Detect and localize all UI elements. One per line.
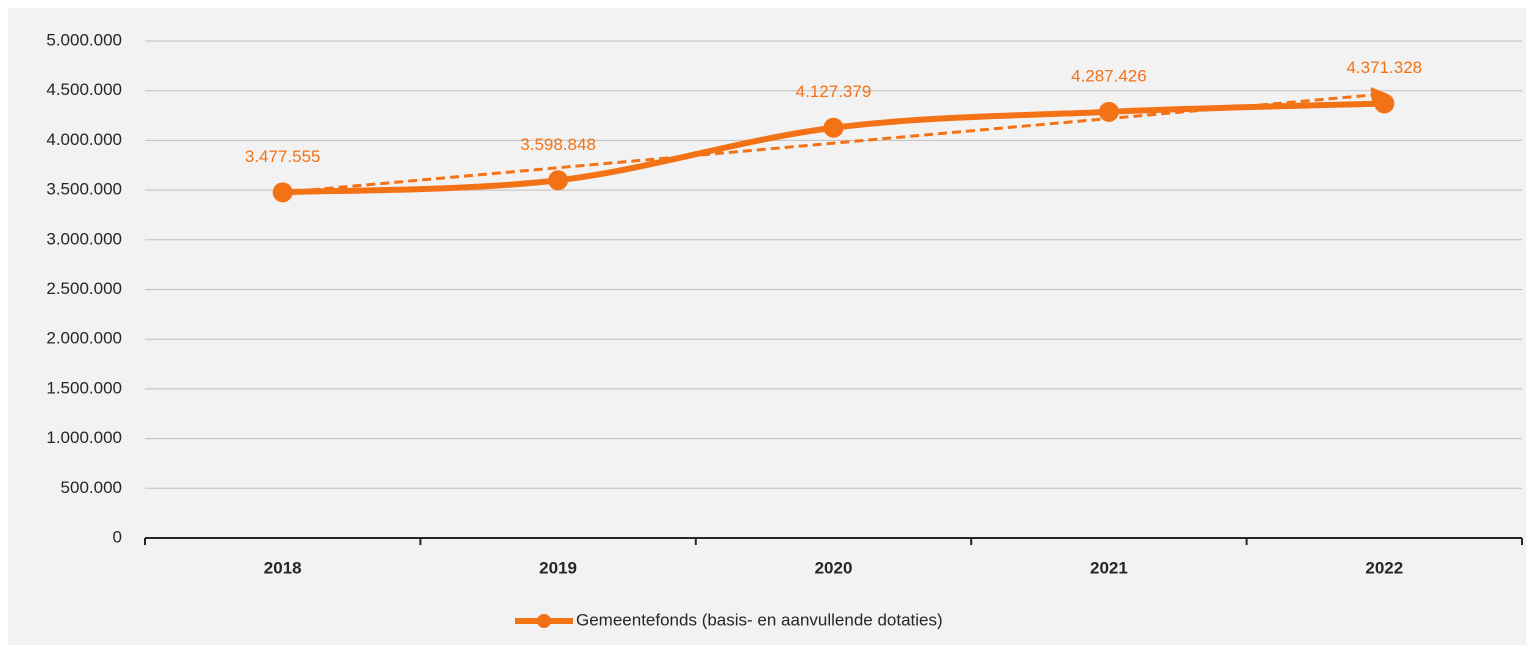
x-tick-label: 2020 — [815, 558, 853, 577]
y-tick-label: 3.000.000 — [46, 229, 122, 248]
data-label: 3.598.848 — [520, 135, 596, 154]
x-tick-label: 2019 — [539, 558, 577, 577]
y-tick-label: 4.000.000 — [46, 130, 122, 149]
y-tick-label: 2.000.000 — [46, 329, 122, 348]
y-tick-label: 0 — [113, 527, 122, 546]
data-point — [823, 117, 844, 138]
y-tick-label: 4.500.000 — [46, 80, 122, 99]
y-tick-label: 2.500.000 — [46, 279, 122, 298]
y-tick-label: 1.500.000 — [46, 378, 122, 397]
data-point — [1098, 101, 1119, 122]
data-label: 4.371.328 — [1346, 58, 1422, 77]
y-tick-label: 3.500.000 — [46, 180, 122, 199]
x-tick-label: 2022 — [1365, 558, 1403, 577]
data-label: 3.477.555 — [245, 147, 321, 166]
data-label: 4.127.379 — [796, 82, 872, 101]
data-point — [272, 182, 293, 203]
y-tick-label: 1.000.000 — [46, 428, 122, 447]
data-label: 4.287.426 — [1071, 66, 1147, 85]
x-tick-label: 2018 — [264, 558, 302, 577]
x-tick-label: 2021 — [1090, 558, 1128, 577]
data-point — [1374, 93, 1395, 114]
y-tick-label: 500.000 — [61, 478, 122, 497]
legend-label: Gemeentefonds (basis- en aanvullende dot… — [576, 610, 943, 629]
legend-marker — [537, 614, 551, 628]
data-point — [548, 170, 569, 191]
y-tick-label: 5.000.000 — [46, 30, 122, 49]
